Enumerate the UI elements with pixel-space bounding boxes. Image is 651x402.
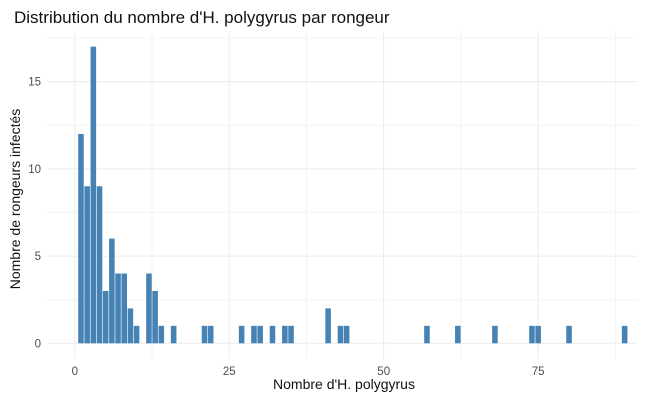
histogram-bar xyxy=(343,325,350,344)
histogram-bar xyxy=(535,325,541,344)
histogram-bar xyxy=(127,308,134,344)
histogram-bar xyxy=(201,325,208,344)
histogram-bar xyxy=(621,325,628,344)
histogram-bar xyxy=(325,308,331,344)
x-tick-label: 0 xyxy=(72,366,78,378)
histogram-bar xyxy=(121,273,128,344)
y-axis-ticks: 0 5 10 15 xyxy=(28,77,41,351)
bars xyxy=(78,46,628,344)
x-tick-label: 25 xyxy=(223,366,236,378)
histogram-bar xyxy=(170,325,177,344)
histogram-bar xyxy=(566,325,572,344)
histogram-bar xyxy=(288,325,294,344)
histogram-bar xyxy=(84,186,90,344)
histogram-bar xyxy=(492,325,498,344)
histogram-bar xyxy=(251,325,257,344)
histogram-bar xyxy=(257,325,263,344)
histogram-bar xyxy=(102,290,109,344)
y-tick-label: 15 xyxy=(28,77,41,89)
histogram-bar xyxy=(238,325,245,344)
y-tick-label: 10 xyxy=(28,164,41,176)
x-axis-ticks: 0 25 50 75 xyxy=(72,366,545,378)
histogram-bar xyxy=(115,273,121,344)
histogram-bar xyxy=(109,238,115,344)
histogram-bar xyxy=(282,325,288,344)
x-axis-label: Nombre d'H. polygyrus xyxy=(273,376,415,392)
histogram-bar xyxy=(146,273,152,344)
y-tick-label: 5 xyxy=(35,251,41,263)
histogram-bar xyxy=(78,133,84,344)
histogram-bar xyxy=(455,325,461,344)
histogram-bar xyxy=(269,325,276,344)
histogram-bar xyxy=(96,186,103,344)
histogram-bar xyxy=(337,325,344,344)
histogram-bar xyxy=(133,325,140,344)
histogram-bar xyxy=(90,46,97,344)
x-tick-label: 75 xyxy=(532,366,545,378)
histogram-bar xyxy=(529,325,535,344)
histogram-bar xyxy=(158,325,165,344)
chart-title: Distribution du nombre d'H. polygyrus pa… xyxy=(14,8,390,27)
histogram-bar xyxy=(424,325,430,344)
histogram-bar xyxy=(207,325,214,344)
y-tick-label: 0 xyxy=(35,338,41,350)
grid xyxy=(47,31,637,359)
x-tick-label: 50 xyxy=(377,366,390,378)
y-axis-label: Nombre de rongeurs infectés xyxy=(7,109,23,290)
histogram-bar xyxy=(152,290,158,344)
